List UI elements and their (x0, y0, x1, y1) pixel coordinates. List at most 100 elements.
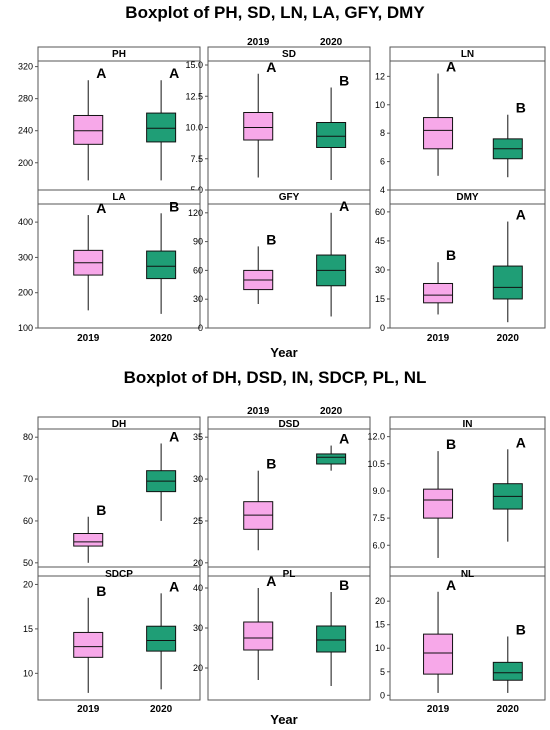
significance-letter: B (339, 73, 349, 89)
panel-title: GFY (279, 192, 300, 203)
significance-letter: A (446, 577, 456, 593)
y-tick-label: 30 (193, 294, 203, 304)
x-axis-label: Year (270, 712, 297, 727)
panel-title: DSD (278, 419, 299, 430)
significance-letter: B (96, 502, 106, 518)
y-tick-label: 12.0 (367, 432, 385, 442)
significance-letter: A (516, 207, 526, 223)
y-tick-label: 10 (23, 668, 33, 678)
x-tick-label-top: 2020 (320, 37, 343, 48)
y-tick-label: 60 (23, 516, 33, 526)
panel-title: SDCP (105, 569, 133, 580)
significance-letter: A (516, 434, 526, 450)
panel-strip (207, 46, 371, 62)
significance-letter: A (266, 59, 276, 75)
y-tick-label: 120 (188, 208, 203, 218)
x-tick-label-top: 2019 (247, 406, 270, 417)
y-tick-label: 100 (18, 323, 33, 333)
panel-frame (207, 46, 371, 191)
panel-frame (389, 46, 546, 191)
box-iqr (316, 122, 347, 148)
y-tick-label: 25 (193, 516, 203, 526)
y-tick-label: 15 (375, 294, 385, 304)
y-tick-label: 200 (18, 158, 33, 168)
y-tick-label: 15 (23, 624, 33, 634)
y-tick-label: 10.5 (367, 459, 385, 469)
panel-strip (207, 416, 371, 430)
significance-letter: A (169, 65, 179, 81)
box-iqr (423, 488, 454, 519)
y-tick-label: 7.5 (190, 154, 203, 164)
x-tick-label: 2019 (77, 333, 100, 344)
y-tick-label: 9.0 (372, 486, 385, 496)
y-tick-label: 45 (375, 236, 385, 246)
y-tick-label: 20 (23, 579, 33, 589)
x-tick-label: 2019 (427, 333, 450, 344)
box-iqr (492, 265, 523, 300)
significance-letter: B (266, 231, 276, 247)
significance-letter: A (96, 200, 106, 216)
panel-title: IN (463, 419, 473, 430)
significance-letter: B (446, 436, 456, 452)
x-axis-label: Year (270, 345, 297, 360)
box-iqr (423, 117, 454, 150)
box-iqr (73, 114, 104, 145)
y-tick-label: 20 (193, 663, 203, 673)
panel-title: DMY (456, 192, 479, 203)
y-tick-label: 6 (380, 157, 385, 167)
significance-letter: A (266, 573, 276, 589)
y-tick-label: 4 (380, 185, 385, 195)
y-tick-label: 60 (193, 265, 203, 275)
y-tick-label: 7.5 (372, 513, 385, 523)
panel-strip (37, 566, 201, 577)
x-tick-label-top: 2019 (247, 37, 270, 48)
x-tick-label: 2019 (427, 704, 450, 715)
y-tick-label: 200 (18, 288, 33, 298)
y-tick-label: 240 (18, 126, 33, 136)
y-tick-label: 70 (23, 474, 33, 484)
significance-letter: A (96, 65, 106, 81)
chart-title: Boxplot of PH, SD, LN, LA, GFY, DMY (125, 3, 425, 22)
y-tick-label: 90 (193, 237, 203, 247)
x-tick-label: 2019 (77, 704, 100, 715)
box-iqr (146, 112, 177, 143)
y-tick-label: 35 (193, 432, 203, 442)
box-iqr (316, 625, 347, 653)
y-tick-label: 15.0 (185, 60, 203, 70)
y-tick-label: 10 (375, 100, 385, 110)
panel-strip (37, 416, 201, 430)
box-iqr (423, 282, 454, 304)
panel-strip (37, 46, 201, 62)
significance-letter: B (339, 577, 349, 593)
panel-title: LA (112, 192, 125, 203)
significance-letter: B (96, 583, 106, 599)
panel-title: PL (283, 569, 296, 580)
significance-letter: B (266, 456, 276, 472)
box-iqr (146, 250, 177, 280)
y-tick-label: 80 (23, 432, 33, 442)
y-tick-label: 6.0 (372, 540, 385, 550)
chart-title: Boxplot of DH, DSD, IN, SDCP, PL, NL (124, 368, 427, 387)
significance-letter: B (516, 621, 526, 637)
significance-letter: A (169, 428, 179, 444)
y-tick-label: 30 (193, 623, 203, 633)
significance-letter: A (339, 431, 349, 447)
panel-strip (389, 46, 546, 62)
y-tick-label: 400 (18, 217, 33, 227)
y-tick-label: 15 (375, 620, 385, 630)
y-tick-label: 20 (375, 596, 385, 606)
x-tick-label-top: 2020 (320, 406, 343, 417)
y-tick-label: 8 (380, 128, 385, 138)
panel-strip (389, 566, 546, 577)
significance-letter: A (339, 198, 349, 214)
panel-strip (207, 189, 371, 205)
y-tick-label: 10 (375, 643, 385, 653)
y-tick-label: 40 (193, 583, 203, 593)
panel-strip (207, 566, 371, 577)
y-tick-label: 280 (18, 94, 33, 104)
y-tick-label: 0 (198, 323, 203, 333)
significance-letter: B (516, 100, 526, 116)
box-iqr (492, 661, 523, 681)
